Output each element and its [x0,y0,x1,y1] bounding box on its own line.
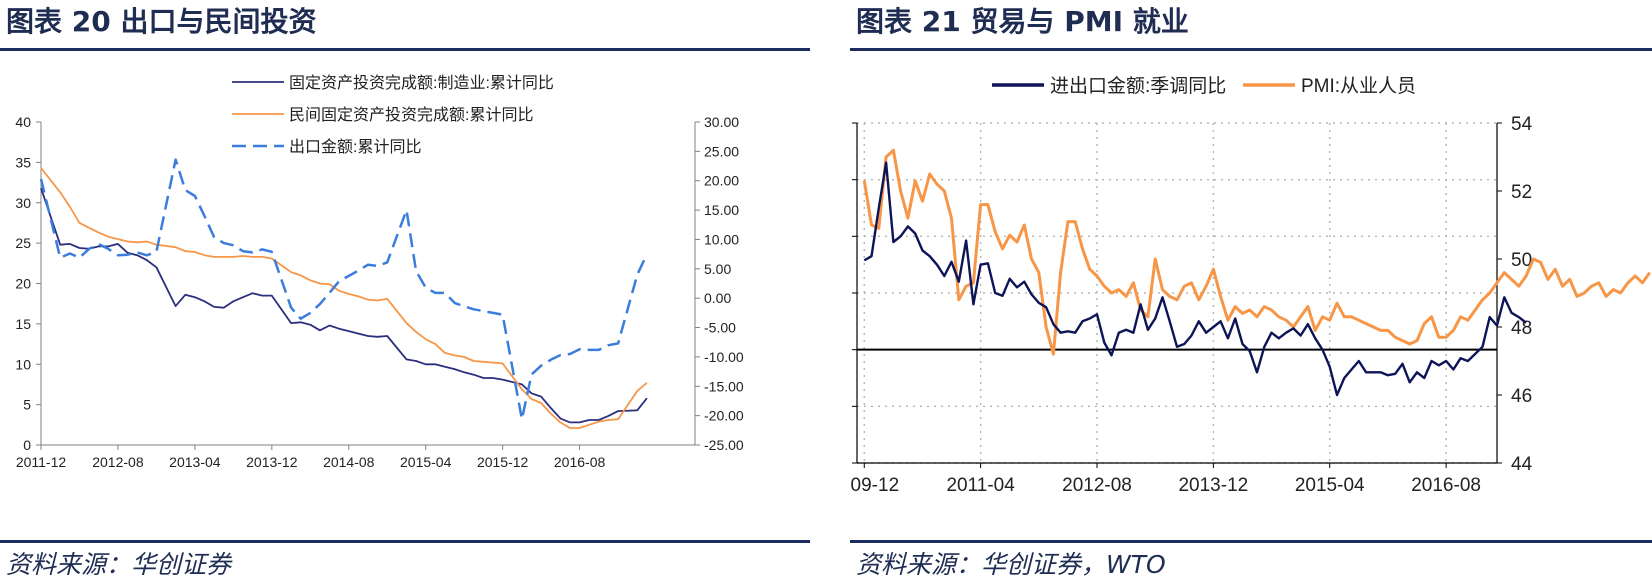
y-tick-label-left: 25 [15,235,31,251]
x-tick-label: 2012-08 [1062,475,1132,496]
title-divider [0,48,810,51]
series-line-2 [39,158,649,421]
legend-label-1: 民间固定资产投资完成额:累计同比 [289,106,533,124]
y-tick-label-right: -5.00 [704,320,736,336]
legend-label-2: 出口金额:累计同比 [289,138,421,156]
legend-label-0: 进出口金额:季调同比 [1050,75,1226,97]
series-line-0 [863,161,1527,397]
y-tick-label-right: -10.00 [704,349,744,365]
x-tick-label: 2011-04 [946,475,1015,496]
x-tick-label: 2014-08 [323,454,375,470]
x-tick-label: 2012-08 [92,454,144,470]
line-chart-left: 0 5 10 15 20 25 30 35 40 -25.00 -20.00 -15.00 -10.00… [15,74,744,470]
line-chart-right: -40-200204060804446485052542009-122011-0… [850,75,1651,496]
x-tick-label: 2015-04 [400,454,452,470]
y-tick-label-left: 0 [23,437,31,453]
series-line-1 [862,148,1651,356]
x-tick-label: 2015-04 [1295,475,1365,496]
x-tick-label: 2016-08 [1411,475,1481,496]
y-tick-label-left: 20 [15,276,31,292]
y-tick-label-left: 10 [15,356,31,372]
source-note: 资料来源：华创证券，WTO [856,550,1166,579]
series-line-0 [40,187,648,424]
x-tick-label: 2015-12 [477,454,529,470]
y-tick-label-right: 15.00 [704,202,739,218]
panel-trade-pmi-employment: 图表 21 贸易与 PMI 就业 -40-2002040608044464850… [850,0,1652,585]
y-tick-label-right: 46 [1511,386,1532,407]
y-tick-label-right: 52 [1511,182,1532,203]
legend-label-0: 固定资产投资完成额:制造业:累计同比 [289,74,554,92]
y-tick-label-left: 15 [15,316,31,332]
y-tick-label-left: 5 [23,397,31,413]
x-tick-label: 2009-12 [850,475,899,496]
y-tick-label-right: 54 [1511,114,1533,135]
y-tick-label-right: 48 [1511,318,1532,339]
y-tick-label-right: 10.00 [704,231,739,247]
y-tick-label-right: -20.00 [704,408,744,424]
y-tick-label-right: 20.00 [704,173,739,189]
chart-title: 图表 20 出口与民间投资 [6,5,317,38]
y-tick-label-left: 40 [15,114,31,130]
y-tick-label-right: -25.00 [704,437,744,453]
source-divider [850,540,1652,543]
title-divider [850,48,1652,51]
y-tick-label-right: -15.00 [704,378,744,394]
panel-exports-private-investment: 图表 20 出口与民间投资 0 5 10 15 20 25 30 35 40 -25.00 -20.… [0,0,810,585]
y-tick-label-right: 50 [1511,250,1532,271]
y-tick-label-right: 0.00 [704,290,731,306]
x-tick-label: 2013-12 [246,454,298,470]
series-line-1 [40,167,648,429]
legend-label-1: PMI:从业人员 [1301,75,1416,97]
chart-title: 图表 21 贸易与 PMI 就业 [856,5,1189,38]
y-tick-label-right: 44 [1511,454,1533,475]
source-divider [0,540,810,543]
x-tick-label: 2011-12 [16,454,67,470]
y-tick-label-right: 30.00 [704,114,739,130]
y-tick-label-right: 5.00 [704,261,731,277]
y-tick-label-left: 35 [15,154,31,170]
y-tick-label-right: 25.00 [704,143,739,159]
source-note: 资料来源：华创证券 [6,550,232,579]
x-tick-label: 2013-12 [1178,475,1248,496]
x-tick-label: 2013-04 [169,454,221,470]
y-tick-label-left: 30 [15,195,31,211]
x-tick-label: 2016-08 [554,454,606,470]
